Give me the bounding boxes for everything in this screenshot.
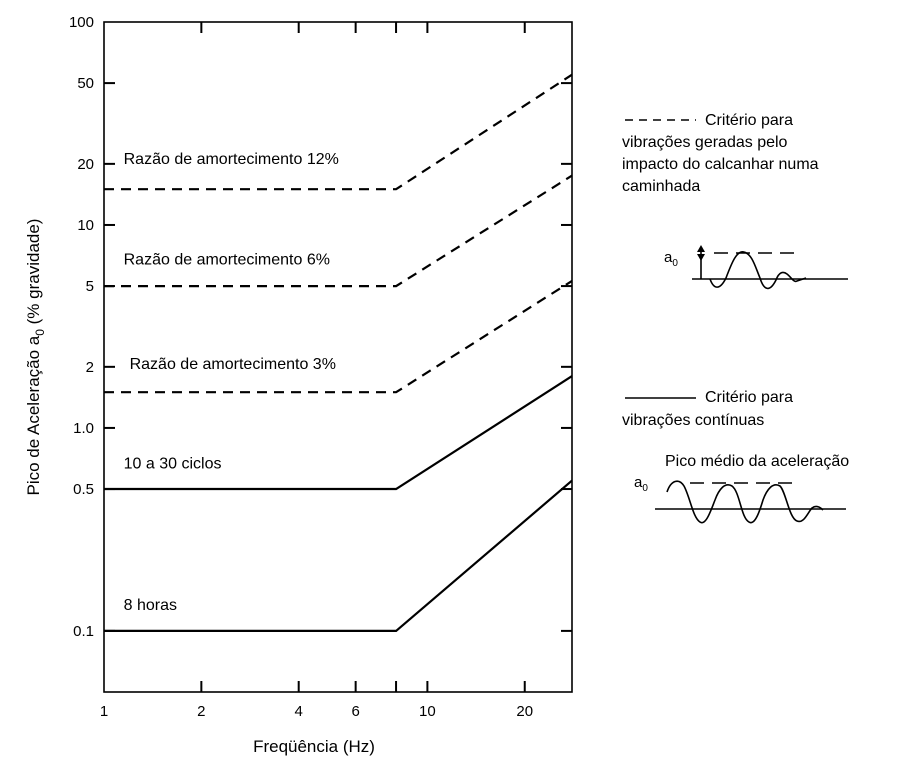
legend-dashed: Critério para vibrações geradas pelo imp… xyxy=(622,112,819,195)
series-label-1: Razão de amortecimento 6% xyxy=(124,251,330,268)
inset-heel-impact: a0 xyxy=(664,245,848,290)
inset2-a0-label: a0 xyxy=(634,474,648,494)
arrow-down-icon xyxy=(697,254,705,261)
x-tick-label-4: 10 xyxy=(419,703,436,720)
series-label-0: Razão de amortecimento 12% xyxy=(124,151,339,168)
y-tick-label-6: 20 xyxy=(77,156,94,173)
inset1-wave xyxy=(709,251,807,290)
x-axis-label: Freqüência (Hz) xyxy=(253,737,375,756)
arrow-up-icon xyxy=(697,245,705,252)
legend-dashed-line4: caminhada xyxy=(622,178,700,195)
y-tick-label-2: 1.0 xyxy=(73,420,94,437)
series-line-0 xyxy=(104,73,573,191)
y-axis-label: Pico de Aceleração a0 (% gravidade) xyxy=(24,219,47,496)
series-label-3: 10 a 30 ciclos xyxy=(124,456,222,473)
inset2-wave xyxy=(666,480,824,524)
inset2-caption: Pico médio da aceleração xyxy=(665,453,849,470)
y-tick-label-7: 50 xyxy=(77,75,94,92)
y-tick-label-1: 0.5 xyxy=(73,481,94,498)
series-line-4 xyxy=(104,479,573,633)
legend-dashed-line3: impacto do calcanhar numa xyxy=(622,156,819,173)
x-tick-label-2: 4 xyxy=(295,703,303,720)
series-label-4: 8 horas xyxy=(124,597,177,614)
legend-solid-line2: vibrações contínuas xyxy=(622,412,764,429)
legend-dashed-line2: vibrações geradas pelo xyxy=(622,134,788,151)
inset1-a0-label: a0 xyxy=(664,249,678,269)
y-tick-label-5: 10 xyxy=(77,217,94,234)
inset-continuous: Pico médio da aceleração a0 xyxy=(634,453,849,524)
series-lines xyxy=(104,73,573,633)
series-line-1 xyxy=(104,174,573,288)
y-tick-label-4: 5 xyxy=(86,278,94,295)
series-line-3 xyxy=(104,375,573,491)
plot-area-border xyxy=(103,21,573,693)
y-tick-label-8: 100 xyxy=(69,14,94,31)
series-labels: Razão de amortecimento 12% Razão de amort… xyxy=(124,151,339,614)
legend-dashed-title: Critério para xyxy=(705,112,793,129)
x-tick-label-1: 2 xyxy=(197,703,205,720)
x-tick-label-5: 20 xyxy=(516,703,533,720)
x-tick-label-3: 6 xyxy=(351,703,359,720)
plot-frame xyxy=(103,21,573,693)
axis-ticks: 1 2 4 6 10 20 0.1 0.5 1.0 2 5 10 20 50 100 xyxy=(69,14,572,720)
y-tick-label-3: 2 xyxy=(86,359,94,376)
series-line-2 xyxy=(104,279,573,394)
y-tick-label-0: 0.1 xyxy=(73,623,94,640)
series-label-2: Razão de amortecimento 3% xyxy=(130,356,336,373)
x-tick-label-0: 1 xyxy=(100,703,108,720)
legend-solid-title: Critério para xyxy=(705,389,793,406)
legend-solid: Critério para vibrações contínuas xyxy=(622,389,793,429)
